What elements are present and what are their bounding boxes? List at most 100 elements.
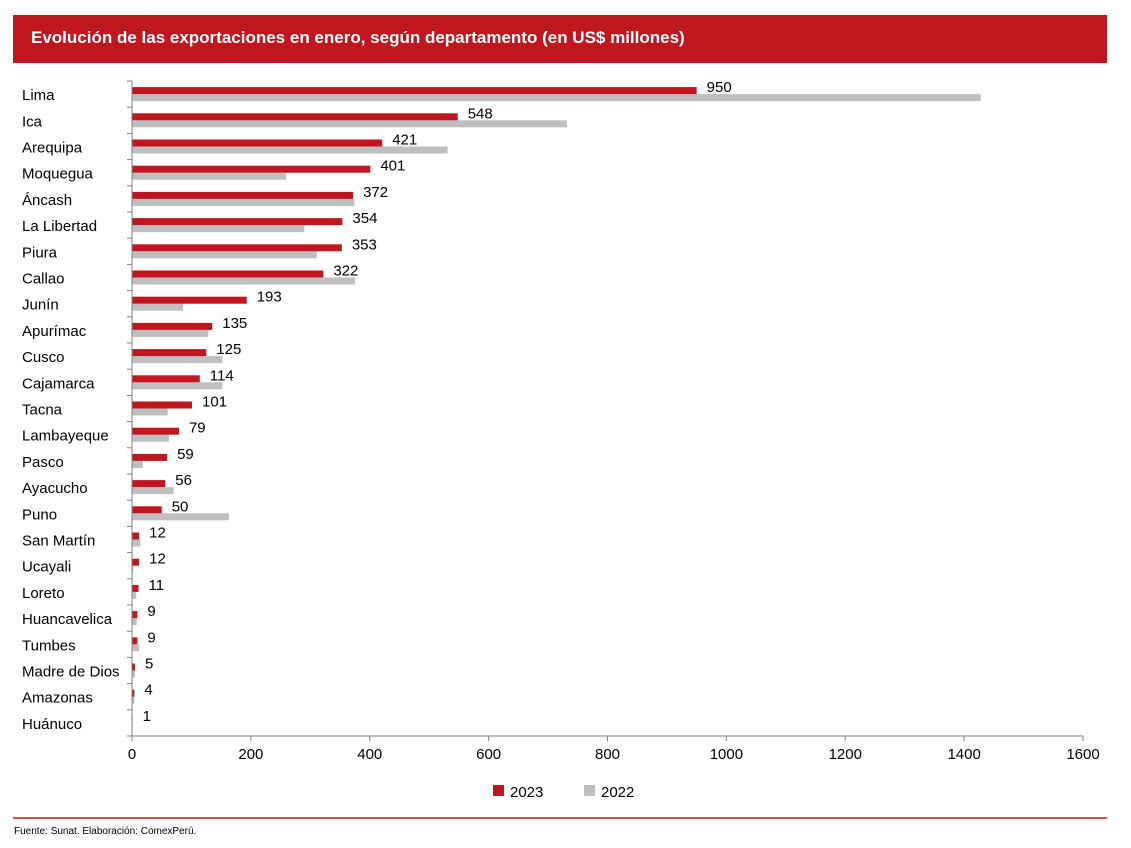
bar-2022 (132, 225, 305, 233)
bar-2023 (132, 113, 458, 121)
bar-2023 (132, 244, 342, 252)
footer-divider (13, 817, 1107, 819)
data-label-2023: 135 (222, 315, 247, 332)
category-label: Amazonas (22, 690, 93, 707)
bar-2023 (132, 453, 168, 461)
x-tick-label: 1600 (1066, 746, 1099, 763)
category-label: Huancavelica (22, 611, 113, 628)
legend-swatch-2022 (584, 785, 595, 796)
bar-2022 (132, 146, 448, 154)
x-tick-label: 1200 (829, 746, 862, 763)
legend-swatch-2023 (493, 785, 504, 796)
data-label-2023: 56 (175, 472, 192, 489)
source-note: Fuente: Sunat. Elaboración: ComexPerú. (14, 826, 197, 837)
data-label-2023: 101 (202, 394, 227, 411)
category-label: Ucayali (22, 559, 71, 576)
bar-2022 (132, 382, 223, 390)
bar-2023 (132, 584, 139, 592)
data-label-2023: 12 (149, 551, 166, 568)
x-tick-label: 800 (595, 746, 620, 763)
bar-2023 (132, 663, 135, 671)
bar-2022 (132, 172, 286, 180)
data-label-2023: 322 (333, 263, 358, 280)
x-tick-label: 1400 (947, 746, 980, 763)
bar-2022 (132, 565, 134, 573)
bar-2022 (132, 94, 981, 102)
bar-2022 (132, 644, 140, 652)
category-label: Arequipa (22, 140, 83, 157)
category-label: Áncash (22, 192, 72, 209)
category-label: Tacna (22, 402, 63, 419)
data-label-2023: 372 (363, 184, 388, 201)
category-label: Ayacucho (22, 480, 88, 497)
bar-2023 (132, 401, 193, 409)
bar-2022 (132, 303, 184, 311)
category-label: Cajamarca (22, 375, 95, 392)
bar-2022 (132, 408, 168, 416)
bar-2022 (132, 434, 169, 442)
data-label-2023: 11 (149, 577, 165, 594)
data-label-2023: 114 (210, 367, 234, 384)
bar-2022 (132, 329, 209, 337)
bar-2022 (132, 670, 135, 678)
bar-2023 (132, 139, 383, 147)
category-label: Ica (22, 113, 43, 130)
bar-2023 (132, 165, 371, 173)
chart-title: Evolución de las exportaciones en enero,… (31, 28, 685, 47)
bar-2022 (132, 487, 174, 495)
bar-2023 (132, 87, 697, 95)
data-label-2023: 9 (147, 603, 155, 620)
data-label-2023: 401 (380, 158, 405, 175)
category-label: Tumbes (22, 637, 76, 654)
data-label-2023: 548 (468, 105, 493, 122)
data-label-2023: 354 (352, 210, 377, 227)
category-label: Pasco (22, 454, 64, 471)
bar-2022 (132, 120, 568, 128)
legend-label-2023: 2023 (510, 784, 543, 801)
bar-2022 (132, 277, 355, 285)
category-label: Loreto (22, 585, 65, 602)
x-tick-label: 200 (238, 746, 263, 763)
data-label-2023: 79 (189, 420, 206, 437)
bar-2023 (132, 349, 207, 357)
x-tick-label: 0 (128, 746, 136, 763)
category-label: Lambayeque (22, 428, 109, 445)
bar-2023 (132, 611, 138, 619)
bar-2023 (132, 218, 343, 226)
category-label: Junín (22, 297, 59, 314)
data-label-2023: 5 (145, 656, 153, 673)
bar-2022 (132, 356, 223, 364)
bar-2022 (132, 251, 317, 259)
bar-2023 (132, 480, 166, 488)
bar-2023 (132, 506, 162, 514)
x-tick-label: 1000 (710, 746, 743, 763)
data-label-2023: 59 (177, 446, 194, 463)
chart-title-bar: Evolución de las exportaciones en enero,… (13, 15, 1107, 63)
data-label-2023: 50 (172, 498, 189, 515)
category-label: Moquegua (22, 166, 94, 183)
data-label-2023: 421 (392, 132, 417, 149)
bar-2022 (132, 513, 229, 521)
category-label: San Martín (22, 533, 95, 550)
bar-2023 (132, 532, 140, 540)
bar-2022 (132, 460, 143, 468)
x-tick-label: 400 (357, 746, 382, 763)
category-label: Piura (22, 244, 58, 261)
bar-2023 (132, 191, 354, 199)
data-label-2023: 193 (257, 289, 282, 306)
bar-2023 (132, 296, 247, 304)
legend-label-2022: 2022 (601, 784, 634, 801)
bar-2023 (132, 637, 138, 645)
category-label: Cusco (22, 349, 65, 366)
category-label: Puno (22, 506, 57, 523)
category-label: La Libertad (22, 218, 97, 235)
data-label-2023: 1 (143, 708, 151, 725)
data-label-2023: 12 (149, 525, 166, 542)
data-label-2023: 9 (147, 629, 155, 646)
bar-2022 (132, 618, 137, 626)
bar-2022 (132, 696, 135, 704)
category-label: Callao (22, 271, 65, 288)
bar-2023 (132, 270, 324, 278)
data-label-2023: 4 (144, 682, 152, 699)
bar-2023 (132, 375, 200, 383)
